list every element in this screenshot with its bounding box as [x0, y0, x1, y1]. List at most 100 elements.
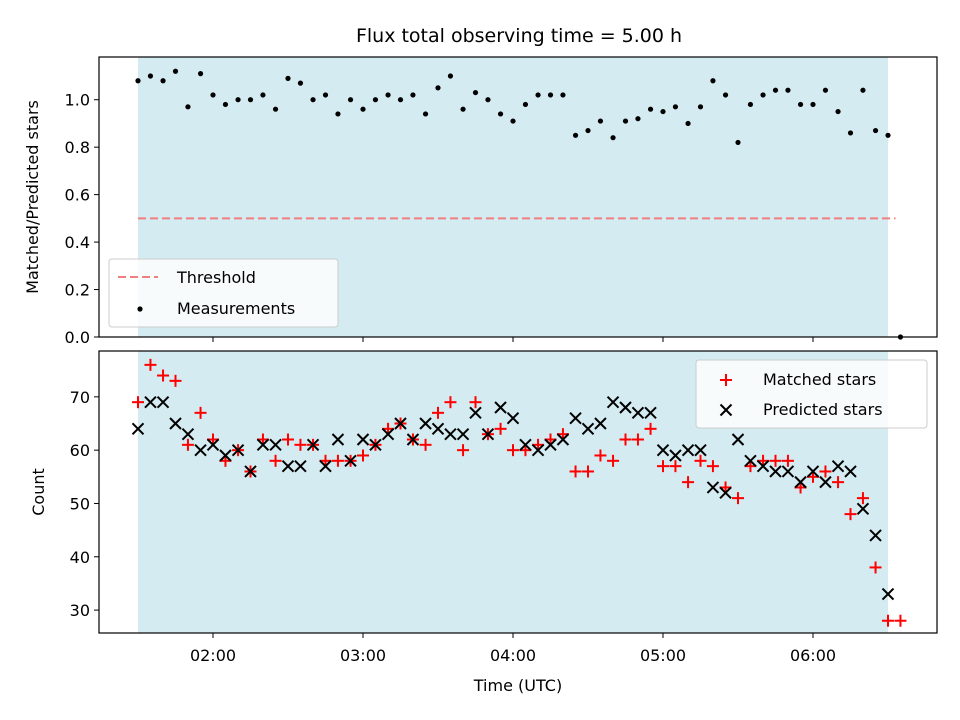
measurement-point [135, 78, 141, 84]
matched-point [669, 460, 682, 473]
legend-threshold-label: Threshold [176, 268, 256, 287]
legend-matched-marker [720, 374, 732, 386]
matched-point [594, 449, 607, 462]
predicted-point [819, 475, 832, 489]
measurement-point [222, 101, 229, 108]
measurement-point [760, 92, 766, 98]
matched-point [157, 369, 170, 382]
top-legend: Threshold Measurements [108, 258, 339, 328]
y-tick-label: 0.4 [65, 233, 90, 252]
matched-point [469, 396, 482, 409]
predicted-point [656, 443, 670, 457]
predicted-point [169, 417, 182, 430]
measurement-point [485, 97, 491, 103]
predicted-point [531, 443, 545, 457]
matched-point [294, 438, 307, 451]
measurement-point [272, 106, 279, 112]
matched-point [894, 614, 907, 627]
measurement-point [547, 92, 554, 98]
predicted-point [831, 459, 845, 473]
predicted-point [544, 438, 557, 452]
y-tick-label: 30 [70, 601, 90, 620]
chart-title: Flux total observing time = 5.00 h [356, 25, 682, 47]
measurement-point [572, 132, 579, 138]
predicted-point [494, 401, 507, 414]
matched-point [282, 433, 294, 446]
bottom-y-ticks: 30 40 50 60 70 [70, 388, 99, 620]
predicted-point [256, 438, 270, 452]
matched-point [657, 460, 669, 473]
measurement-point [822, 87, 829, 93]
predicted-point [719, 486, 732, 500]
legend-matched-label: Matched stars [763, 370, 876, 389]
measurement-points [135, 68, 904, 340]
matched-point [357, 449, 369, 462]
predicted-point [631, 406, 645, 420]
predicted-point [194, 443, 207, 457]
matched-point [732, 492, 744, 505]
measurement-point [410, 92, 416, 98]
predicted-point [281, 459, 295, 473]
matched-point [444, 396, 457, 409]
measurement-point [672, 104, 679, 110]
measurement-point [597, 118, 604, 124]
measurement-point [172, 68, 179, 74]
y-tick-label: 40 [70, 548, 90, 567]
measurement-point [872, 127, 879, 134]
predicted-point [581, 422, 595, 436]
measurement-point [147, 73, 154, 79]
predicted-point [369, 438, 382, 452]
measurement-point [810, 101, 816, 108]
bottom-y-axis-label: Count [29, 468, 48, 516]
matched-point [882, 614, 894, 627]
predicted-point [406, 433, 420, 446]
predicted-point [419, 417, 432, 430]
predicted-point [356, 433, 370, 446]
matched-point [781, 454, 794, 467]
predicted-point [769, 465, 782, 478]
bottom-axes-frame [98, 350, 938, 634]
y-tick-label: 0.6 [65, 186, 90, 205]
measurement-point [197, 71, 204, 77]
measurement-point [435, 85, 441, 91]
bottom-legend: Matched stars Predicted stars [695, 359, 928, 429]
legend-predicted-label: Predicted stars [763, 400, 883, 419]
measurement-point [860, 87, 866, 93]
predicted-point [681, 443, 695, 457]
measurement-point [160, 78, 166, 84]
predicted-point [244, 465, 257, 478]
measurement-point [735, 139, 741, 146]
matched-point [144, 358, 157, 371]
measurement-point [797, 101, 804, 108]
predicted-point [231, 443, 245, 457]
matched-point [832, 476, 845, 489]
measurement-point [747, 101, 754, 108]
measurement-point [385, 92, 391, 98]
y-tick-label: 0.8 [65, 138, 90, 157]
predicted-point [856, 502, 870, 515]
x-tick-label: 03:00 [340, 646, 386, 665]
measurement-point [660, 108, 666, 115]
top-y-axis-label: Matched/Predicted stars [23, 100, 42, 294]
predicted-point [269, 438, 282, 452]
predicted-point [844, 465, 857, 478]
measurement-point [635, 116, 641, 122]
count-panel: 30 40 50 60 70 02:00 03:00 04:00 05:00 06:00 Cou… [29, 350, 938, 695]
measurement-point [422, 111, 429, 117]
measurement-point [685, 120, 691, 127]
predicted-point [869, 529, 882, 542]
y-tick-label: 0.0 [65, 328, 90, 347]
predicted-point [381, 427, 395, 441]
measurement-point [397, 97, 404, 103]
y-tick-label: 0.2 [65, 281, 90, 300]
matched-point [819, 465, 832, 478]
matched-point [856, 492, 869, 505]
y-tick-label: 1.0 [65, 91, 90, 110]
predicted-point [569, 411, 582, 425]
predicted-point [669, 449, 682, 462]
predicted-point [469, 406, 482, 420]
measurement-point [297, 80, 304, 86]
y-tick-label: 60 [70, 441, 90, 460]
predicted-point [506, 411, 520, 425]
